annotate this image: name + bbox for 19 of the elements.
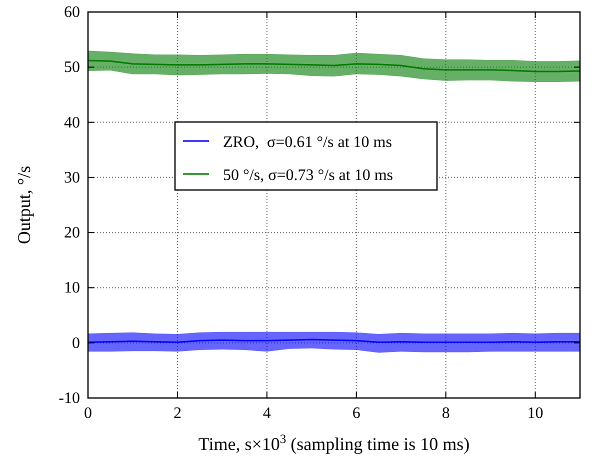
x-tick-label: 0 xyxy=(84,405,92,422)
line-series xyxy=(87,60,581,72)
legend-label: 50 °/s, σ=0.73 °/s at 10 ms xyxy=(223,167,394,184)
y-tick-label: -10 xyxy=(58,390,80,407)
y-tick-label: 50 xyxy=(64,59,80,76)
y-tick-label: 60 xyxy=(64,4,80,21)
legend-label: ZRO, σ=0.61 °/s at 10 ms xyxy=(223,134,392,151)
y-tick-label: 20 xyxy=(64,224,80,242)
y-axis-title: Output, °/s xyxy=(14,166,34,244)
x-tick-label: 2 xyxy=(173,405,182,422)
x-tick-label: 10 xyxy=(527,405,544,422)
x-axis-title: Time, s×10$^{3}$ (sampling time is 10 ms) xyxy=(198,432,470,454)
x-tick-label: 8 xyxy=(442,405,450,422)
y-tick-label: 30 xyxy=(64,169,80,186)
y-tick-label: 0 xyxy=(72,334,80,352)
x-tick-label: 6 xyxy=(352,405,360,422)
y-tick-label: 10 xyxy=(64,280,80,297)
x-tick-label: 4 xyxy=(262,405,271,422)
y-tick-label: 40 xyxy=(64,114,80,132)
